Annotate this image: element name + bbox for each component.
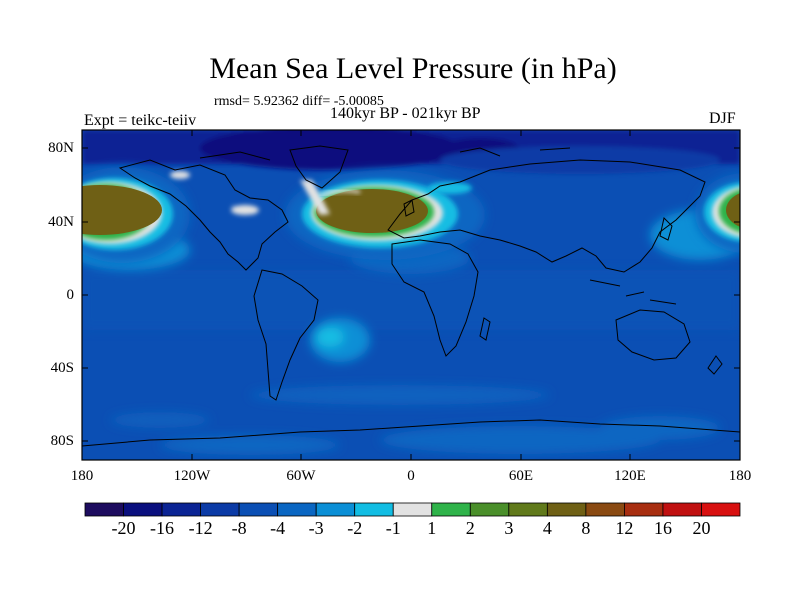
x-label-60e: 60E <box>508 468 534 484</box>
coast-australia <box>615 309 691 361</box>
colorbar-swatch <box>662 502 702 517</box>
map-title: Mean Sea Level Pressure (in hPa) <box>209 52 617 85</box>
colorbar-label: 12 <box>615 518 634 538</box>
colorbar-swatch <box>469 502 510 517</box>
colorbar-label: 16 <box>653 518 672 538</box>
colorbar-label: 1 <box>427 518 437 538</box>
colorbar-label: -12 <box>188 518 213 538</box>
colorbar-swatch <box>354 502 394 517</box>
y-label-80s: 80S <box>50 433 74 449</box>
colorbar-swatch <box>200 502 240 517</box>
tropical-band <box>82 270 740 330</box>
colorbar-label: -4 <box>270 518 286 538</box>
colorbar-swatch <box>624 502 664 517</box>
y-label-0: 0 <box>66 287 75 303</box>
coastlines <box>82 145 740 447</box>
x-label-0: 0 <box>407 468 415 484</box>
colorbar-swatch <box>392 502 433 517</box>
x-label-120e: 120E <box>614 468 646 484</box>
north-pacific-high-west <box>82 167 190 263</box>
coast-eurasia <box>387 159 706 273</box>
colorbar-swatch <box>238 502 279 517</box>
colorbar <box>84 502 741 517</box>
greenland-streaks <box>170 171 472 215</box>
north-atlantic-high <box>285 170 485 260</box>
coast-greenland <box>289 145 349 189</box>
colorbar-label: -1 <box>385 518 401 538</box>
colorbar-label: -20 <box>111 518 136 538</box>
coast-arctic-islands <box>199 147 571 161</box>
map-subtitle: 140kyr BP - 021kyr BP <box>330 105 481 122</box>
axis-ticks <box>81 130 741 460</box>
colorbar-label: 3 <box>504 518 514 538</box>
colorbar-swatch <box>84 502 124 517</box>
coast-south-america <box>253 269 319 401</box>
coast-north-america <box>118 159 289 271</box>
colorbar-swatch <box>431 502 471 517</box>
colorbar-swatch <box>701 502 741 517</box>
north-pacific-high-east <box>695 173 740 253</box>
coast-madagascar <box>479 317 491 341</box>
season-label: DJF <box>709 110 736 127</box>
colorbar-label: 2 <box>465 518 475 538</box>
x-label-120w: 120W <box>173 468 211 484</box>
x-label-60w: 60W <box>286 468 316 484</box>
y-label-80n: 80N <box>48 140 74 156</box>
experiment-label: Expt = teikc-teiiv <box>84 112 197 129</box>
coast-uk <box>403 199 415 217</box>
colorbar-swatch <box>123 502 163 517</box>
colorbar-label: 20 <box>692 518 711 538</box>
y-label-40n: 40N <box>48 214 74 230</box>
coast-indonesia <box>589 279 677 305</box>
colorbar-label: -8 <box>231 518 247 538</box>
colorbar-label: 4 <box>542 518 552 538</box>
x-label-180e: 180 <box>728 468 752 484</box>
coast-africa <box>391 239 479 357</box>
colorbar-label: -3 <box>308 518 324 538</box>
coast-japan <box>659 217 673 241</box>
colorbar-swatch <box>315 502 356 517</box>
x-label-180w: 180 <box>70 468 94 484</box>
colorbar-label: -2 <box>347 518 363 538</box>
colorbar-swatch <box>546 502 587 517</box>
colorbar-label: 8 <box>581 518 591 538</box>
coast-new-zealand <box>707 355 723 375</box>
colorbar-swatch <box>508 502 548 517</box>
colorbar-swatch <box>585 502 625 517</box>
southern-ocean-patches <box>110 318 720 455</box>
colorbar-label: -16 <box>150 518 175 538</box>
y-label-40s: 40S <box>50 360 74 376</box>
stats-line: rmsd= 5.92362 diff= -5.00085 <box>214 94 384 109</box>
colorbar-swatch <box>161 502 201 517</box>
map-field <box>82 130 740 460</box>
coast-antarctica <box>82 419 740 447</box>
colorbar-swatch <box>277 502 317 517</box>
